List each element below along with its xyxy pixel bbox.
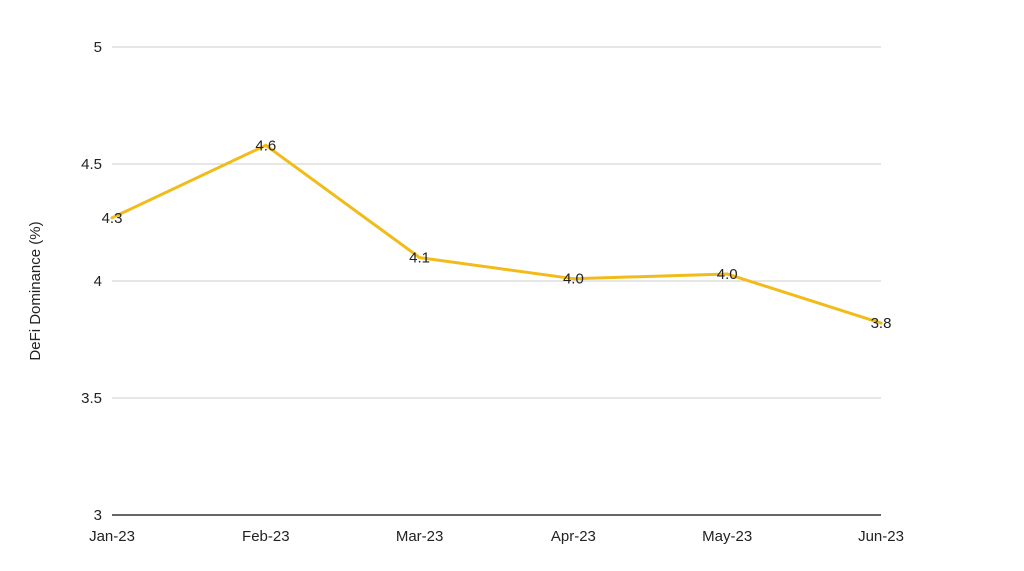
- y-tick-label: 4.5: [81, 156, 102, 173]
- x-axis-ticks: Jan-23 Feb-23 Mar-23 Apr-23 May-23 Jun-23: [89, 528, 904, 545]
- data-points: [110, 143, 883, 325]
- x-tick-label: Jan-23: [89, 528, 135, 545]
- data-label: 4.0: [563, 271, 584, 288]
- y-axis-ticks: 3 3.5 4 4.5 5: [81, 39, 102, 524]
- data-labels: 4.3 4.6 4.1 4.0 4.0 3.8: [102, 137, 892, 332]
- data-point: [571, 277, 575, 281]
- gridlines: [112, 46, 881, 399]
- data-point: [879, 321, 883, 325]
- data-label: 4.1: [409, 250, 430, 267]
- x-tick-label: Feb-23: [242, 528, 290, 545]
- data-label: 4.6: [255, 137, 276, 154]
- data-point: [725, 272, 729, 276]
- x-tick-label: Mar-23: [396, 528, 444, 545]
- y-tick-label: 3: [94, 507, 102, 524]
- data-label: 4.3: [102, 210, 123, 227]
- x-tick-label: Apr-23: [551, 528, 596, 545]
- y-tick-label: 3.5: [81, 390, 102, 407]
- y-tick-label: 4: [94, 273, 102, 290]
- data-point: [110, 216, 114, 220]
- data-point: [264, 143, 268, 147]
- x-tick-label: Jun-23: [858, 528, 904, 545]
- data-label: 4.0: [717, 266, 738, 283]
- y-tick-label: 5: [94, 39, 102, 56]
- data-label: 3.8: [871, 315, 892, 332]
- x-tick-label: May-23: [702, 528, 752, 545]
- series-line: [111, 143, 882, 325]
- data-point: [418, 256, 422, 260]
- y-axis-label: DeFi Dominance (%): [27, 221, 44, 360]
